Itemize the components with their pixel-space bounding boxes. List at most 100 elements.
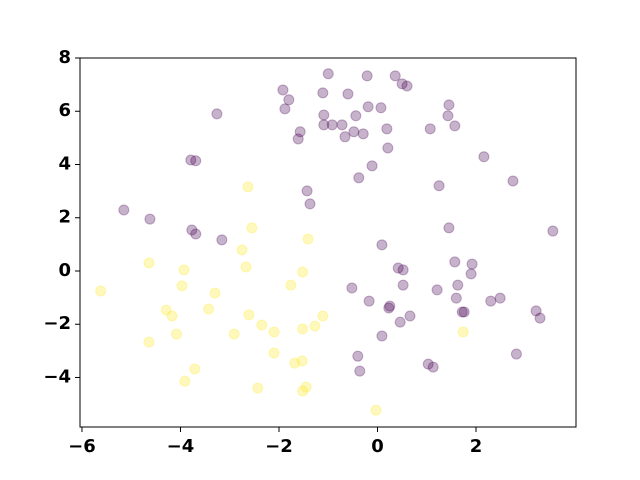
scatter-point — [190, 155, 202, 167]
scatter-point — [300, 381, 312, 393]
scatter-point — [530, 305, 542, 317]
scatter-point — [362, 101, 374, 113]
scatter-point — [433, 180, 445, 192]
scatter-point — [361, 70, 373, 82]
y-tick-label: −4 — [43, 366, 71, 387]
scatter-point — [318, 109, 330, 121]
scatter-point — [268, 347, 280, 359]
scatter-point — [507, 175, 519, 187]
scatter-point — [427, 361, 439, 373]
scatter-point — [166, 310, 178, 322]
scatter-point — [283, 94, 295, 106]
scatter-point — [363, 295, 375, 307]
scatter-point — [510, 348, 522, 360]
scatter-point — [456, 306, 468, 318]
scatter-point — [346, 282, 358, 294]
x-tick-label: 2 — [470, 436, 483, 457]
scatter-point — [478, 151, 490, 163]
scatter-point — [485, 295, 497, 307]
scatter-point — [179, 375, 191, 387]
scatter-point — [397, 264, 409, 276]
scatter-point — [301, 185, 313, 197]
scatter-point — [302, 233, 314, 245]
scatter-point — [317, 310, 329, 322]
scatter-point — [144, 213, 156, 225]
scatter-point — [95, 285, 107, 297]
scatter-point — [376, 330, 388, 342]
scatter-point — [534, 312, 546, 324]
scatter-point — [466, 258, 478, 270]
scatter-point — [450, 292, 462, 304]
scatter-point — [424, 123, 436, 135]
x-tick-label: −2 — [265, 436, 293, 457]
scatter-point — [143, 336, 155, 348]
y-tick-label: 4 — [58, 153, 71, 174]
scatter-point — [339, 131, 351, 143]
scatter-point — [185, 154, 197, 166]
scatter-point — [458, 306, 470, 318]
scatter-point — [318, 119, 330, 131]
scatter-point — [294, 126, 306, 138]
scatter-point — [322, 68, 334, 80]
scatter-point — [190, 228, 202, 240]
scatter-point — [357, 128, 369, 140]
scatter-point — [375, 102, 387, 114]
y-tick-label: 0 — [58, 260, 71, 281]
scatter-point — [449, 120, 461, 132]
scatter-point — [442, 110, 454, 122]
scatter-point — [279, 103, 291, 115]
scatter-point — [189, 363, 201, 375]
y-tick-label: 8 — [58, 47, 71, 68]
scatter-point — [228, 328, 240, 340]
scatter-point — [431, 284, 443, 296]
scatter-point — [401, 80, 413, 92]
y-tick-label: −2 — [43, 313, 71, 334]
scatter-point — [383, 302, 395, 314]
x-tick-label: −4 — [167, 436, 195, 457]
scatter-point — [452, 279, 464, 291]
scatter-point — [209, 287, 221, 299]
scatter-point — [389, 70, 401, 82]
scatter-point — [297, 323, 309, 335]
scatter-point — [236, 244, 248, 256]
scatter-point — [118, 204, 130, 216]
scatter-point — [246, 222, 258, 234]
scatter-point — [178, 264, 190, 276]
scatter-point — [203, 303, 215, 315]
scatter-point — [366, 160, 378, 172]
scatter-point — [350, 110, 362, 122]
x-tick-label: −6 — [68, 436, 96, 457]
scatter-point — [317, 87, 329, 99]
scatter-point — [394, 316, 406, 328]
scatter-point — [326, 119, 338, 131]
plot-frame — [79, 57, 577, 428]
scatter-point — [381, 123, 393, 135]
scatter-point — [348, 126, 360, 138]
scatter-point — [352, 350, 364, 362]
scatter-point — [370, 404, 382, 416]
y-tick-label: 6 — [58, 100, 71, 121]
scatter-point — [277, 84, 289, 96]
scatter-point — [422, 358, 434, 370]
scatter-point — [176, 280, 188, 292]
scatter-point — [342, 88, 354, 100]
scatter-point — [243, 309, 255, 321]
x-tick-label: 0 — [371, 436, 384, 457]
scatter-point — [256, 319, 268, 331]
scatter-point — [449, 256, 461, 268]
scatter-point — [457, 326, 469, 338]
scatter-point — [547, 225, 559, 237]
scatter-point — [354, 365, 366, 377]
scatter-point — [252, 382, 264, 394]
scatter-point — [494, 292, 506, 304]
scatter-point — [292, 133, 304, 145]
scatter-point — [396, 78, 408, 90]
scatter-point — [216, 234, 228, 246]
scatter-point — [171, 328, 183, 340]
scatter-point — [353, 172, 365, 184]
scatter-point — [443, 99, 455, 111]
scatter-point — [304, 198, 316, 210]
scatter-point — [143, 257, 155, 269]
scatter-point — [289, 357, 301, 369]
